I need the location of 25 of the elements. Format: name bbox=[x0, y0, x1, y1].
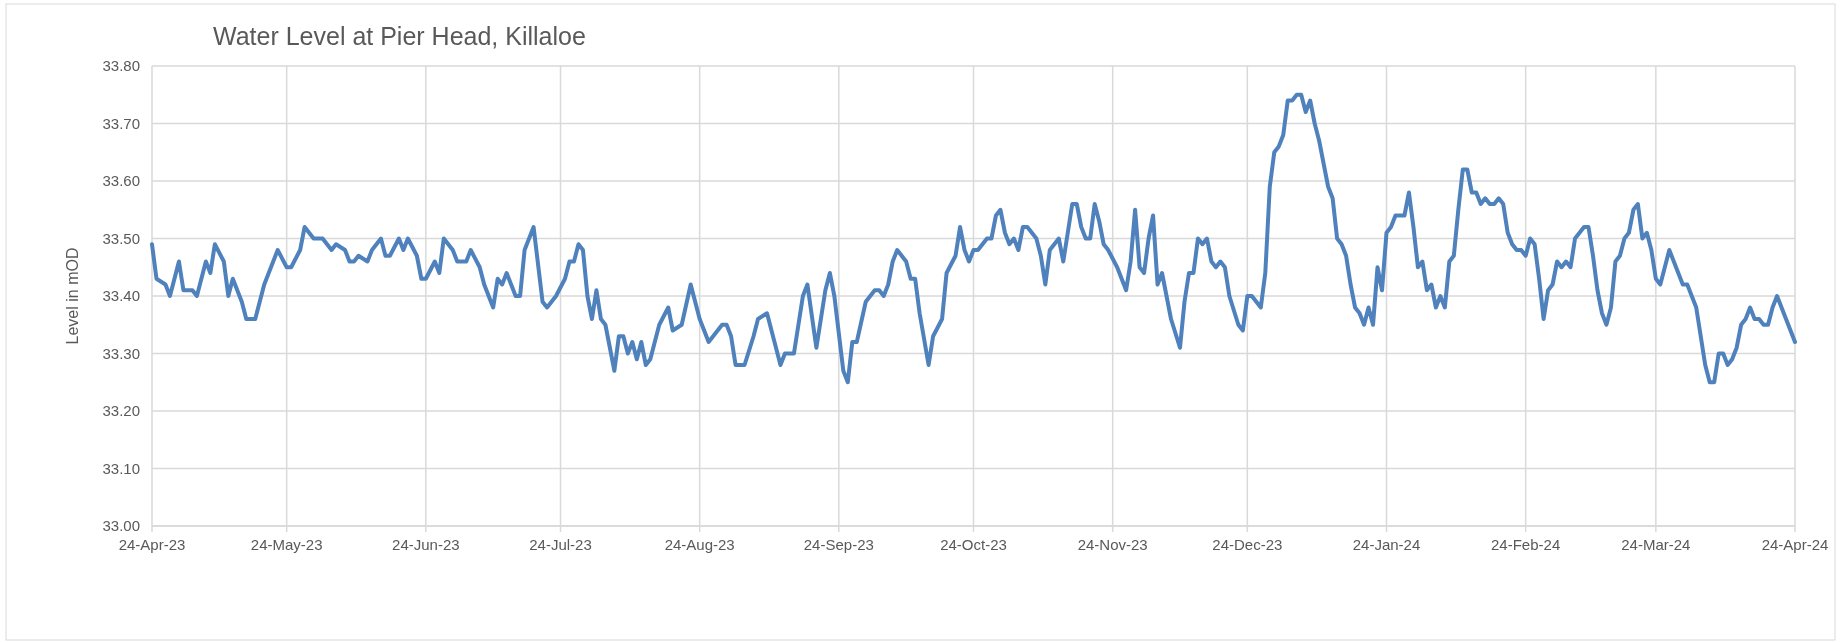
y-axis-title: Level in mOD bbox=[64, 247, 81, 345]
y-tick-label: 33.70 bbox=[102, 114, 140, 132]
x-tick-label: 24-May-23 bbox=[250, 536, 323, 553]
x-tick-label: 24-Apr-23 bbox=[118, 536, 186, 553]
x-tick-label: 24-Nov-23 bbox=[1077, 536, 1148, 553]
chart-title: Water Level at Pier Head, Killaloe bbox=[213, 22, 586, 50]
x-tick-label: 24-Feb-24 bbox=[1491, 536, 1561, 553]
x-tick-label: 24-Jun-23 bbox=[392, 536, 460, 553]
y-tick-label: 33.80 bbox=[102, 57, 140, 75]
y-tick-label: 33.00 bbox=[102, 517, 140, 535]
x-tick-label: 24-Sep-23 bbox=[803, 536, 874, 553]
x-tick-label: 24-Apr-24 bbox=[1761, 536, 1829, 553]
x-tick-label: 24-Oct-23 bbox=[940, 536, 1007, 553]
x-tick-label: 24-Aug-23 bbox=[664, 536, 735, 553]
x-tick-label: 24-Mar-24 bbox=[1621, 536, 1691, 553]
x-tick-label: 24-Jul-23 bbox=[529, 536, 592, 553]
y-tick-label: 33.20 bbox=[102, 402, 140, 420]
y-tick-label: 33.30 bbox=[102, 344, 140, 362]
x-tick-label: 24-Dec-23 bbox=[1212, 536, 1283, 553]
y-tick-label: 33.40 bbox=[102, 287, 140, 305]
y-tick-label: 33.60 bbox=[102, 172, 140, 190]
line-series bbox=[150, 92, 1797, 385]
y-tick-label: 33.50 bbox=[102, 229, 140, 247]
x-tick-label: 24-Jan-24 bbox=[1352, 536, 1421, 553]
y-tick-label: 33.10 bbox=[102, 459, 140, 477]
